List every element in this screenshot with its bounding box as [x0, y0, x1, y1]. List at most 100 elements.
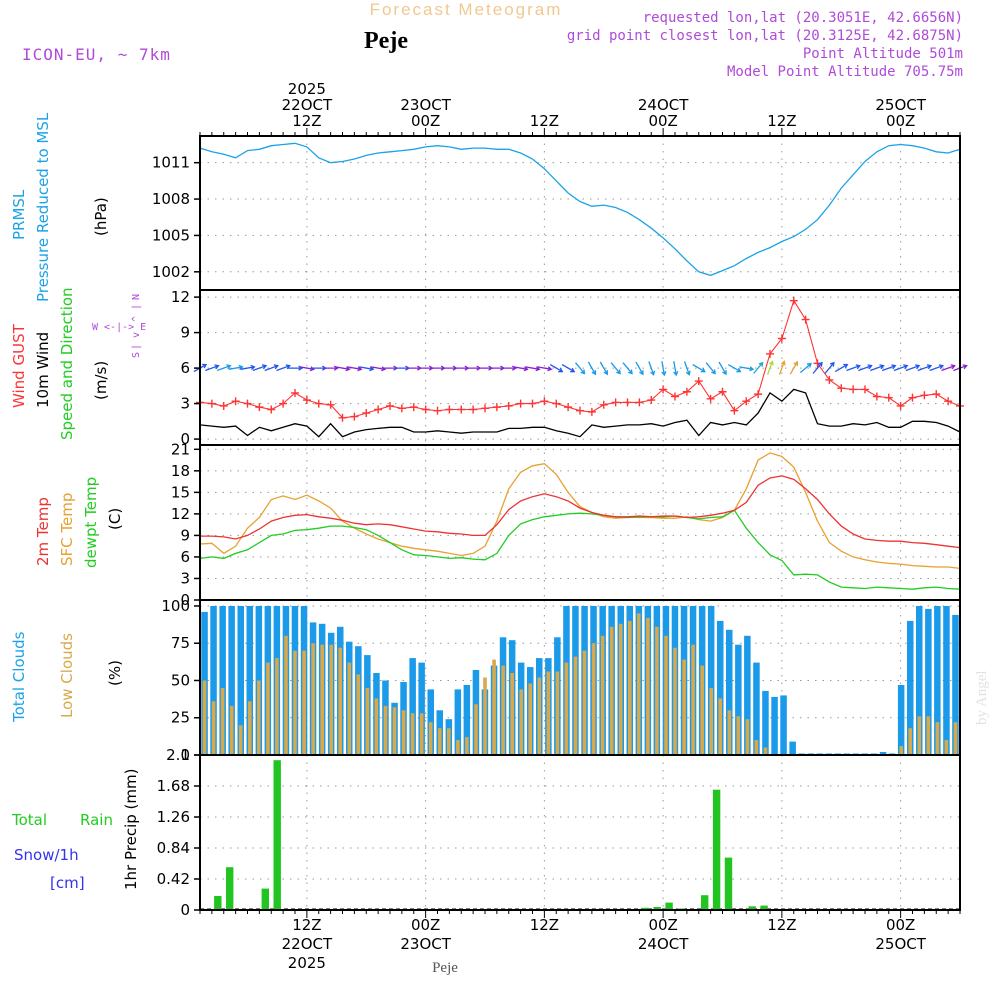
pressure-ytick-label: 1008 [152, 190, 190, 208]
low-cloud-bar [211, 701, 216, 755]
wind-arrow [561, 364, 576, 373]
low-cloud-bar [944, 740, 949, 755]
gust-marker [861, 385, 869, 394]
total-cloud-bar [925, 608, 932, 755]
temp-panel-labels: 2m Temp SFC Temp dewpt Temp (C) [34, 477, 124, 568]
gust-marker [671, 392, 679, 401]
low-cloud-bar [763, 747, 768, 755]
precip-ytick-label: 1.26 [157, 808, 190, 826]
rain-bar [226, 867, 234, 910]
sfc-temp-line [199, 452, 961, 570]
total-cloud-bar [246, 606, 253, 755]
wind-arrow [917, 364, 933, 372]
gust-marker [326, 400, 335, 409]
cloud-ytick-label: 75 [171, 634, 190, 652]
compass-rose: N ^ | W <-|-> E | v S [92, 294, 146, 358]
gust-marker [445, 405, 454, 414]
temp-ytick-label: 12 [171, 505, 190, 523]
temp-ytick-label: 18 [171, 462, 190, 480]
low-cloud-bar [428, 722, 433, 755]
total-cloud-bar [879, 752, 887, 755]
low-cloud-bar [754, 740, 759, 755]
low-cloud-bar [745, 719, 750, 755]
low-cloud-bar [637, 613, 641, 755]
total-cloud-bar [735, 644, 742, 755]
gust-marker [540, 397, 549, 406]
gust-marker [849, 385, 858, 394]
top-time-label: 23OCT [400, 96, 451, 114]
wind-arrow [778, 360, 786, 375]
temp2m-line [200, 475, 961, 549]
low-cloud-bar [356, 674, 361, 755]
snow-label: Snow/1h [14, 846, 79, 864]
low-cloud-bar [248, 701, 252, 755]
wind-arrow [513, 366, 529, 372]
wind-arrow [205, 364, 220, 372]
cloud-ytick-label: 100 [161, 597, 190, 615]
low-cloud-bar [447, 728, 451, 755]
bottom-time-label: 12Z [530, 916, 559, 934]
product-title: Forecast Meteogram [370, 0, 563, 19]
precip-ytick-label: 0.84 [157, 839, 190, 857]
temp-ytick-label: 0 [180, 591, 190, 609]
sfc-temp-label: SFC Temp [58, 493, 76, 566]
bottom-time-label: 23OCT [400, 935, 451, 953]
wind-arrow [683, 361, 691, 376]
gust-marker [777, 334, 786, 343]
low-cloud-bar [456, 740, 460, 755]
gust-line [199, 299, 961, 419]
snow-unit-label: [cm] [50, 874, 85, 892]
low-cloud-bar [926, 716, 931, 756]
wind-arrow [599, 361, 608, 376]
low-cloud-bar [935, 722, 940, 755]
low-cloud-bar [510, 673, 514, 755]
total-cloud-bar [717, 620, 724, 755]
gust-marker [730, 406, 739, 415]
low-cloud-bar [528, 683, 532, 755]
wind-arrow [252, 364, 268, 372]
bottom-time-label: 00Z [411, 916, 440, 934]
low-cloud-bar [655, 626, 659, 755]
gust-marker [837, 384, 846, 393]
low-cloud-bar [546, 671, 551, 755]
wind-arrow [359, 366, 375, 372]
gust-marker [374, 405, 383, 414]
wind-arrow [549, 364, 564, 373]
wind-ytick-label: 12 [171, 288, 190, 306]
gust-marker [469, 405, 478, 414]
rain-bar [653, 907, 661, 910]
low-cloud-bar [392, 707, 397, 755]
pressure-ytick-label: 1005 [152, 226, 190, 244]
low-cloud-bar [220, 687, 225, 755]
wind10m-label: 10m Wind [34, 332, 52, 408]
temp-ytick-label: 3 [180, 569, 190, 587]
low-cloud-bar [582, 650, 587, 755]
bottom-time-label: 12Z [767, 916, 796, 934]
gust-marker [706, 394, 715, 403]
low-cloud-bar [700, 665, 704, 755]
top-time-label: 12Z [292, 112, 321, 130]
requested-coords: requested lon,lat (20.3051E, 42.6656N) [643, 10, 963, 26]
total-cloud-bar [762, 690, 769, 755]
low-cloud-bar [492, 659, 496, 755]
top-time-label: 24OCT [638, 96, 689, 114]
total-cloud-bar [952, 614, 959, 755]
rain-bar [701, 895, 709, 910]
wind-ytick-label: 0 [180, 430, 190, 448]
low-cloud-bar [953, 722, 958, 755]
low-cloud-bar [383, 705, 388, 755]
gust-marker [219, 401, 228, 410]
rain-bar [665, 902, 673, 910]
total-cloud-bar [210, 606, 217, 755]
total-cloud-bar [463, 685, 471, 755]
top-time-label: 25OCT [875, 96, 926, 114]
wind-arrow [501, 365, 518, 371]
wind-arrow [240, 364, 256, 370]
top-time-label: 00Z [648, 112, 677, 130]
rain-bar [261, 888, 269, 910]
cloud-unit-label: (%) [106, 660, 124, 686]
low-cloud-bar [302, 650, 306, 755]
gust-marker [457, 405, 466, 414]
gust-marker [492, 403, 501, 412]
gust-marker [611, 398, 620, 407]
